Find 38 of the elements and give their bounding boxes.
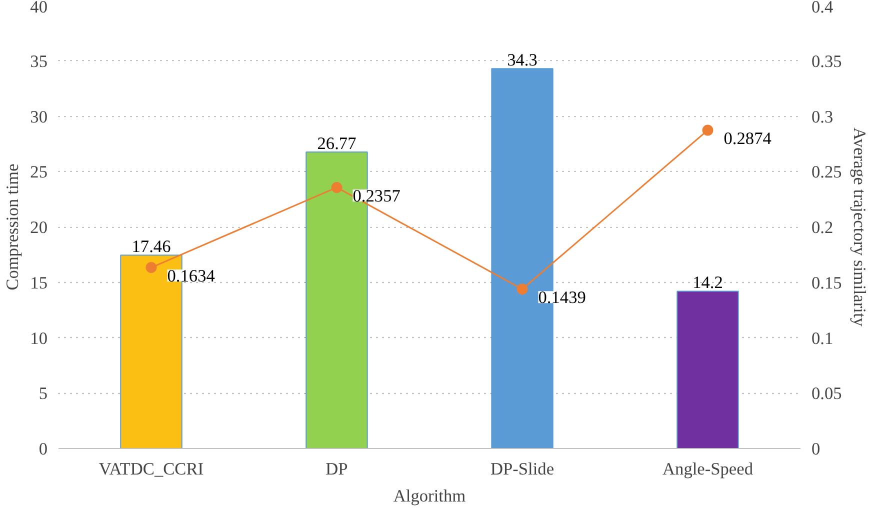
y2-tick-label: 0.2 bbox=[812, 218, 834, 237]
point bbox=[331, 182, 342, 193]
y-axis-title: Compression time bbox=[3, 163, 22, 290]
y-tick-label: 0 bbox=[38, 440, 48, 458]
y-tick-label: 25 bbox=[30, 162, 48, 182]
y-tick-label: 20 bbox=[30, 218, 48, 237]
data-label: 0.2357 bbox=[352, 186, 401, 206]
y-tick-label: 15 bbox=[30, 273, 48, 292]
y-tick-label: 5 bbox=[38, 384, 48, 404]
x-tick-label: VATDC_CCRI bbox=[98, 460, 204, 478]
data-label: 0.2874 bbox=[724, 129, 772, 148]
y2-tick-label: 0.05 bbox=[812, 384, 842, 404]
y2-tick-label: 0.15 bbox=[812, 273, 842, 292]
y-tick-label: 40 bbox=[30, 0, 48, 16]
data-label: 0.1634 bbox=[167, 266, 216, 286]
data-label: 34.3 bbox=[507, 50, 538, 70]
data-label: 17.46 bbox=[132, 237, 172, 256]
data-label: 14.2 bbox=[692, 273, 723, 292]
y-tick-label: 10 bbox=[30, 328, 48, 348]
y2-tick-label: 0.1 bbox=[812, 328, 834, 348]
data-label: 0.1439 bbox=[538, 288, 586, 308]
point bbox=[146, 262, 157, 274]
x-tick-label: DP bbox=[326, 460, 348, 478]
y2-tick-label: 0.35 bbox=[812, 52, 842, 71]
x-axis-title: Algorithm bbox=[393, 486, 466, 506]
y2-tick-label: 0.3 bbox=[812, 107, 834, 126]
y2-tick-label: 0 bbox=[812, 440, 820, 458]
y2-tick-label: 0.25 bbox=[812, 162, 842, 182]
point bbox=[702, 124, 714, 136]
point bbox=[516, 284, 528, 295]
x-tick-label: DP-Slide bbox=[490, 460, 554, 478]
bar bbox=[676, 290, 739, 448]
data-label: 26.77 bbox=[317, 134, 357, 154]
y-tick-label: 35 bbox=[30, 52, 48, 71]
y2-axis-title: Average trajectory similarity bbox=[850, 128, 869, 327]
x-tick-label: Angle-Speed bbox=[662, 460, 754, 478]
y-tick-label: 30 bbox=[30, 107, 48, 126]
y2-tick-label: 0.4 bbox=[812, 0, 834, 16]
